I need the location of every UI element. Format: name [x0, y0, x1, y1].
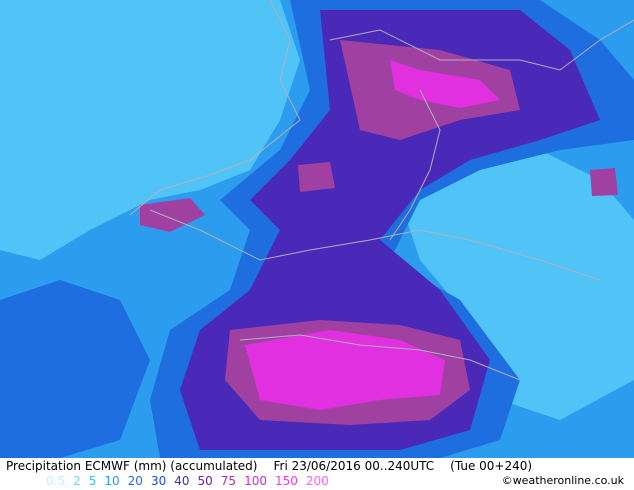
- forecast-run: (Tue 00+240): [450, 459, 533, 473]
- legend-value: 150: [274, 474, 298, 488]
- valid-date: Fri 23/06/2016 00..240UTC: [273, 459, 435, 473]
- very-heavy-area: [590, 168, 618, 196]
- map-title: Precipitation ECMWF (mm) (accumulated): [6, 459, 258, 473]
- borders: [129, 0, 634, 381]
- legend-value: 100: [244, 474, 267, 488]
- legend-value: 0.5: [46, 474, 66, 488]
- legend-value: 2: [73, 474, 81, 488]
- very-heavy-area: [298, 162, 335, 192]
- very-heavy-area: [140, 198, 205, 232]
- extreme-area: [245, 330, 445, 410]
- legend-value: 20: [127, 474, 143, 488]
- legend-value: 5: [88, 474, 97, 488]
- legend-value: 50: [197, 474, 213, 488]
- extreme-area: [390, 60, 500, 108]
- copyright: ©weatheronline.co.uk: [501, 474, 624, 487]
- legend-value: 75: [220, 474, 237, 488]
- light-area: [400, 140, 634, 420]
- legend-value: 10: [104, 474, 120, 488]
- medium-area: [0, 280, 150, 458]
- footer: Precipitation ECMWF (mm) (accumulated) Fr…: [0, 458, 634, 490]
- precipitation-map: [0, 0, 634, 458]
- legend-value: 200: [305, 474, 329, 488]
- legend-value: 40: [174, 474, 190, 488]
- caption: Precipitation ECMWF (mm) (accumulated) Fr…: [6, 459, 548, 473]
- light-area: [0, 0, 300, 260]
- legend: 0.5 2 5 10 20 30 40 50 75 100 150 200: [46, 474, 329, 488]
- legend-value: 30: [150, 474, 167, 488]
